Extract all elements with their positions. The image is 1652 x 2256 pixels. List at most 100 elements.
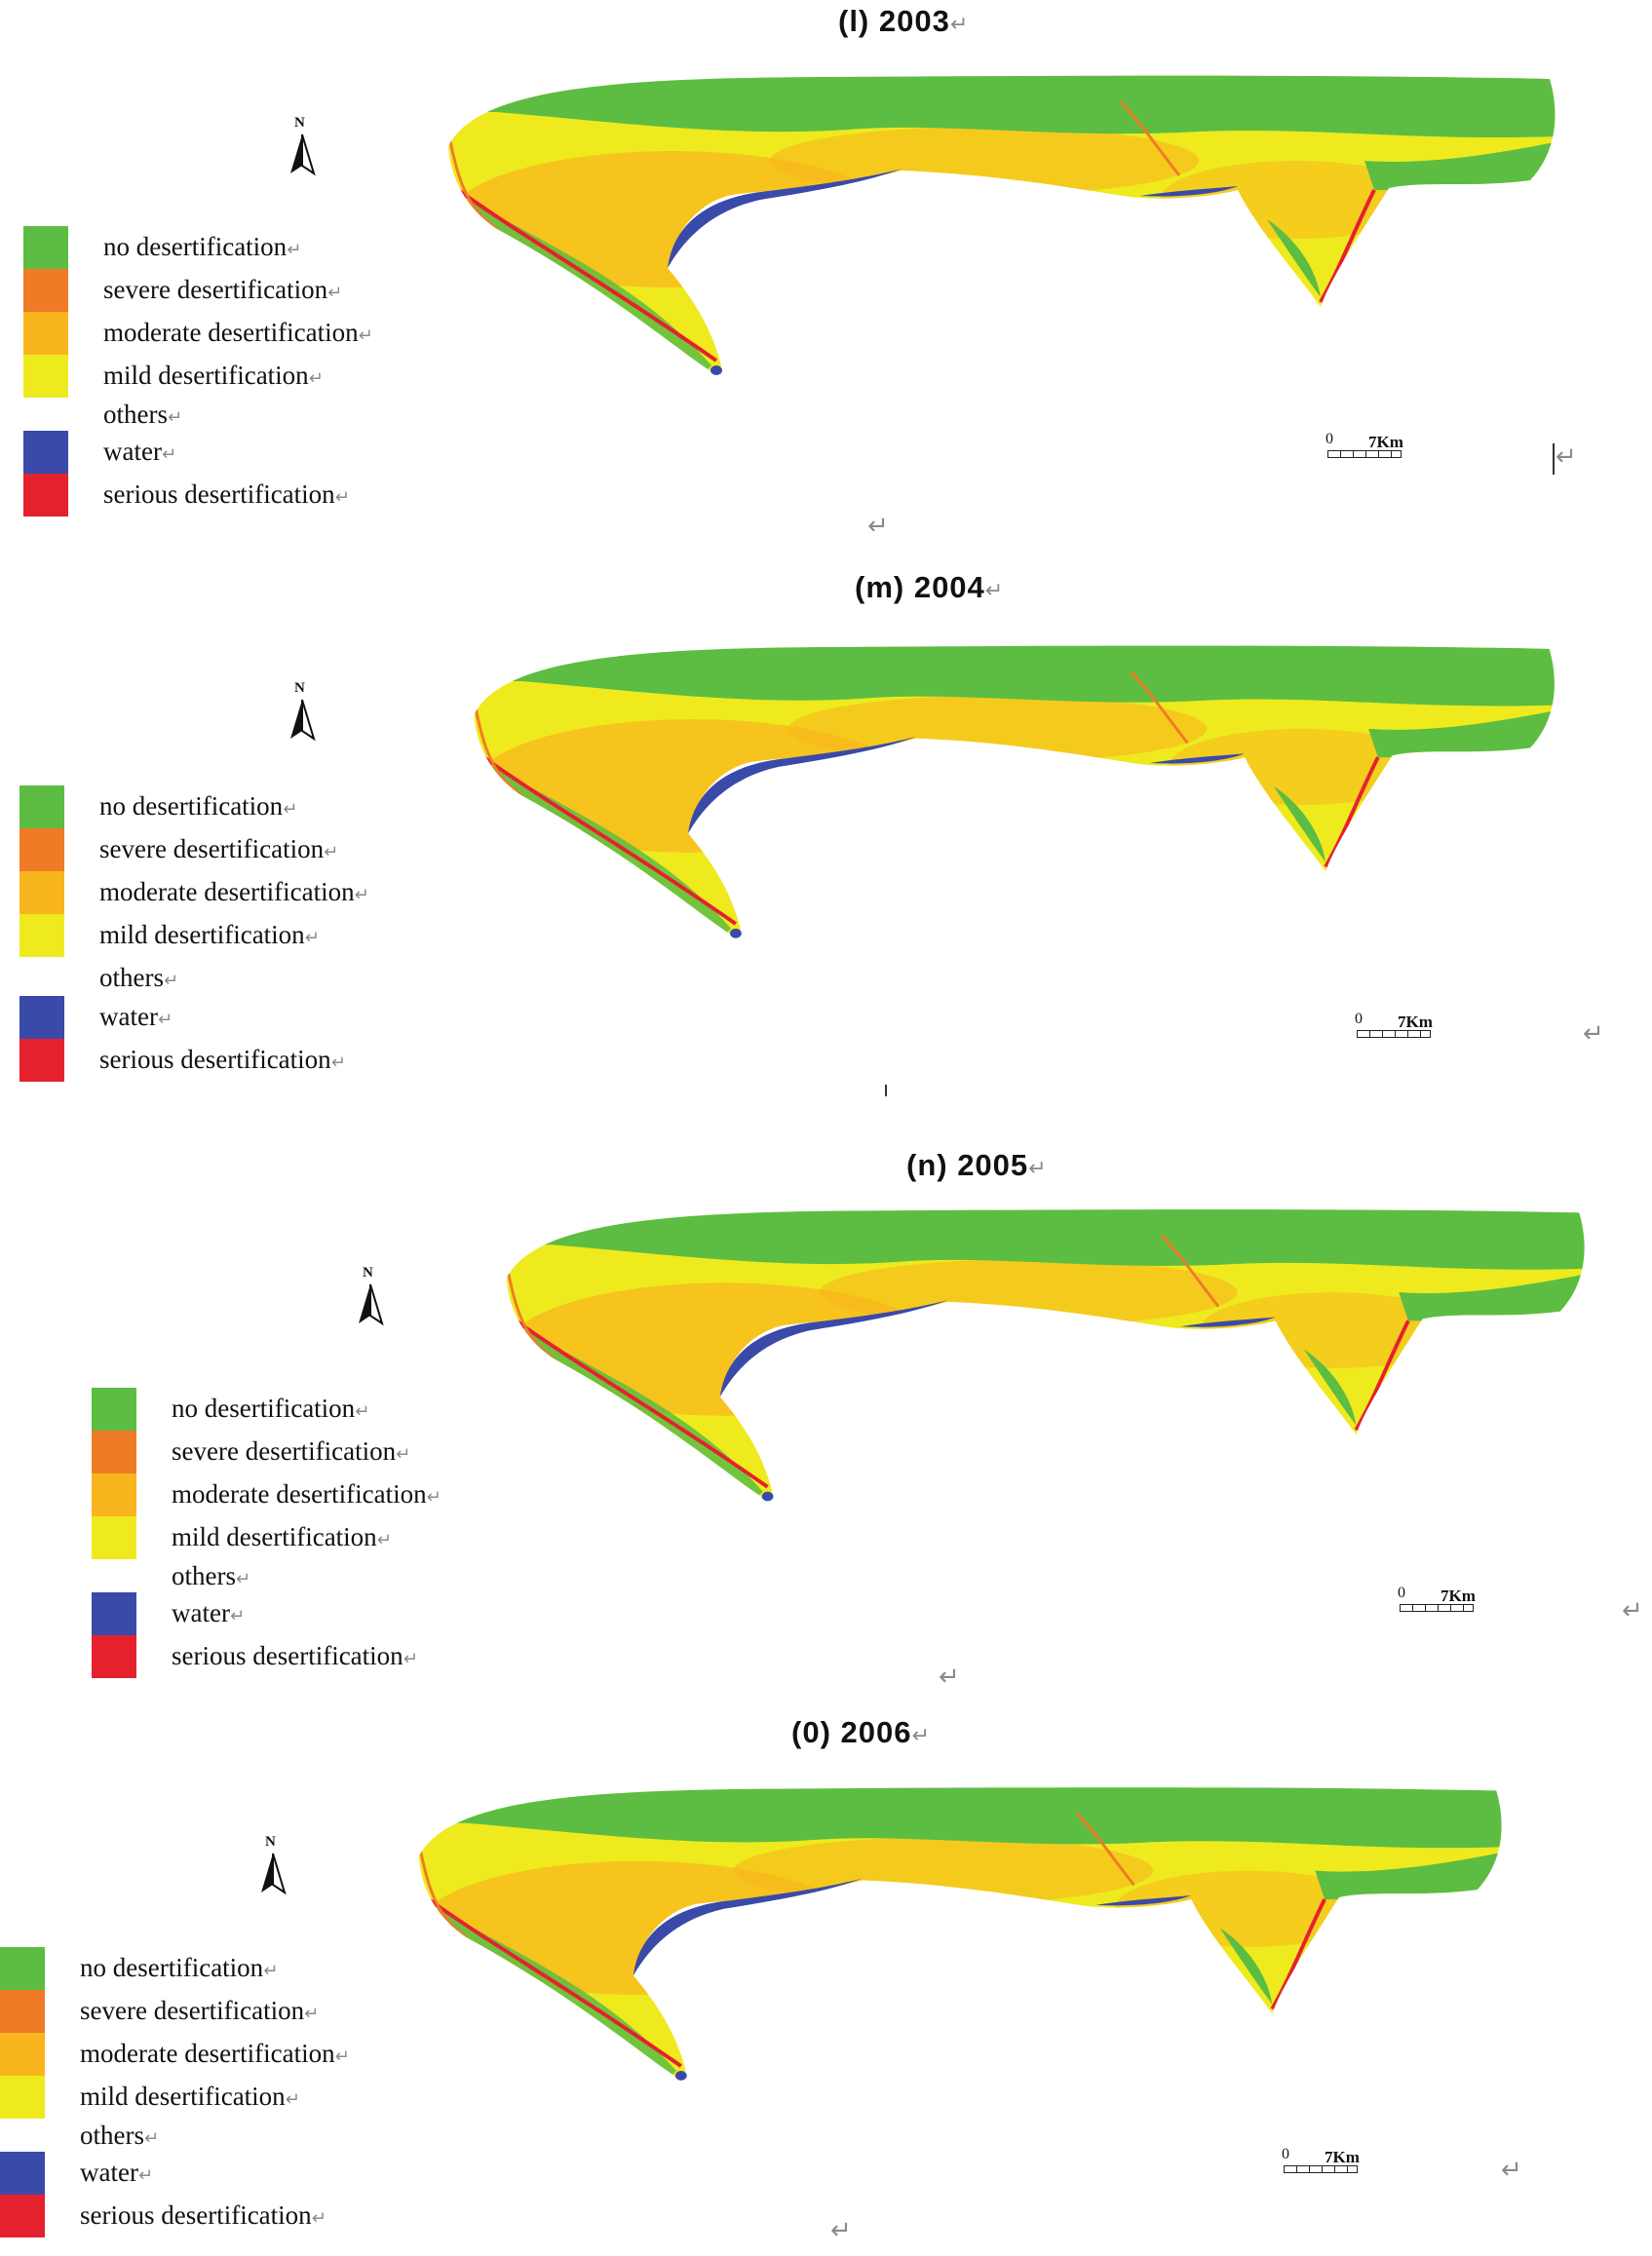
- legend-label: others↵: [172, 1561, 250, 1591]
- water-body: [674, 2071, 687, 2081]
- legend-item: serious desertification↵: [19, 1039, 468, 1082]
- scale-bar-graphic: [1400, 1604, 1474, 1612]
- return-mark: ↵: [285, 2089, 300, 2110]
- water-body: [1095, 1895, 1192, 1906]
- legend-item: severe desertification↵: [23, 269, 472, 312]
- return-mark: ↵: [911, 1724, 931, 1748]
- scale-bar-graphic: [1284, 2165, 1358, 2173]
- return-mark: ↵: [229, 1606, 246, 1626]
- no-desertification-zone: [1273, 785, 1326, 862]
- water-body: [761, 1491, 774, 1502]
- legend-label: serious desertification↵: [80, 2200, 327, 2231]
- legend-label: serious desertification↵: [172, 1641, 418, 1671]
- water-body: [730, 928, 742, 938]
- legend-item: serious desertification↵: [23, 474, 472, 516]
- legend-swatch: [92, 1635, 136, 1678]
- panel-title-text: (0) 2006: [791, 1715, 912, 1749]
- return-mark: ↵: [287, 240, 302, 260]
- no-desertification-zone: [1364, 141, 1556, 190]
- return-mark: ↵: [376, 1530, 392, 1550]
- north-label: N: [363, 1265, 373, 1281]
- no-desertification-zone: [1399, 1273, 1585, 1321]
- legend-label-text: mild desertification: [172, 1522, 377, 1551]
- legend-item: others↵: [92, 1555, 540, 1598]
- legend-label: no desertification↵: [99, 791, 297, 822]
- return-mark: ↵: [157, 1010, 173, 1030]
- legend-swatch: [0, 2076, 45, 2119]
- legend-item: severe desertification↵: [19, 828, 468, 871]
- legend-swatch: [92, 1431, 136, 1473]
- legend-label-text: others: [80, 2121, 144, 2150]
- return-mark: ↵: [235, 1569, 251, 1589]
- legend-label: moderate desertification↵: [103, 318, 373, 348]
- legend-swatch: [92, 1592, 136, 1635]
- severe-desertification-strip: [1129, 670, 1189, 745]
- severe-desertification-strip: [474, 709, 523, 797]
- legend-swatch: [23, 312, 68, 355]
- legend-label: mild desertification↵: [172, 1522, 392, 1552]
- legend-swatch: [0, 2195, 45, 2237]
- no-desertification-zone: [1219, 1928, 1273, 2005]
- scale-zero: 0: [1325, 431, 1333, 447]
- return-mark: ↵: [334, 487, 350, 508]
- north-arrow-shape: [261, 1853, 287, 1895]
- legend-item: moderate desertification↵: [0, 2033, 448, 2076]
- legend-label: severe desertification↵: [172, 1436, 410, 1467]
- legend-label: mild desertification↵: [99, 920, 320, 950]
- return-mark: ↵: [308, 368, 324, 389]
- legend-item: mild desertification↵: [0, 2076, 448, 2119]
- serious-desertification-strip: [515, 1319, 769, 1489]
- scale-bar: 0 7Km: [1355, 1011, 1472, 1040]
- no-desertification-zone: [448, 75, 1556, 138]
- scale-value: 7Km: [1441, 1587, 1476, 1605]
- legend-item: water↵: [23, 431, 472, 474]
- return-mark: ↵: [426, 1487, 442, 1508]
- severe-desertification-strip: [1075, 1812, 1135, 1887]
- scale-value: 7Km: [1325, 2148, 1360, 2166]
- return-mark: ↵: [334, 2046, 350, 2067]
- legend-item: no desertification↵: [19, 785, 468, 828]
- desertification-map: [474, 645, 1555, 938]
- scale-bar: 0 7Km: [1325, 431, 1442, 460]
- return-mark: ↵: [1501, 2156, 1522, 2185]
- return-mark: ↵: [137, 2165, 154, 2186]
- legend-label: mild desertification↵: [80, 2082, 300, 2112]
- no-desertification-zone: [506, 1209, 1585, 1270]
- legend-item: no desertification↵: [0, 1947, 448, 1990]
- return-mark: ↵: [939, 1663, 960, 1692]
- north-arrow-icon: N: [353, 1265, 392, 1333]
- serious-desertification-strip: [1319, 189, 1376, 303]
- water-body: [711, 365, 722, 375]
- legend-label: water↵: [80, 2158, 153, 2188]
- legend-label-text: others: [172, 1561, 236, 1590]
- legend-label-text: mild desertification: [99, 920, 305, 949]
- legend-label: no desertification↵: [80, 1953, 278, 1983]
- legend-item: severe desertification↵: [92, 1431, 540, 1473]
- legend-item: moderate desertification↵: [19, 871, 468, 914]
- no-desertification-zone: [1368, 709, 1555, 758]
- legend-item: serious desertification↵: [92, 1635, 540, 1678]
- legend-label-text: severe desertification: [99, 834, 325, 863]
- legend-label: others↵: [103, 400, 182, 430]
- return-mark: ↵: [324, 842, 339, 862]
- scale-bar-graphic: [1327, 450, 1402, 458]
- scale-zero: 0: [1355, 1011, 1363, 1027]
- legend-swatch: [92, 1516, 136, 1559]
- serious-desertification-strip: [1270, 1898, 1326, 2010]
- legend-swatch: [19, 828, 64, 871]
- legend-label-text: moderate desertification: [103, 318, 359, 347]
- north-arrow-icon: N: [285, 680, 324, 748]
- legend-swatch: [19, 1039, 64, 1082]
- legend-label-text: others: [99, 963, 164, 992]
- legend-item: others↵: [0, 2115, 448, 2158]
- desertification-map: [418, 1787, 1502, 2081]
- return-mark: ↵: [1622, 1596, 1643, 1625]
- legend-swatch: [92, 1473, 136, 1516]
- serious-desertification-strip: [1354, 1319, 1410, 1432]
- legend-swatch: [23, 474, 68, 516]
- north-arrow-shape: [290, 699, 316, 742]
- return-mark: ↵: [143, 2128, 160, 2149]
- legend-label-text: moderate desertification: [80, 2039, 335, 2068]
- return-mark: ↵: [161, 444, 177, 465]
- legend-label: others↵: [80, 2121, 159, 2151]
